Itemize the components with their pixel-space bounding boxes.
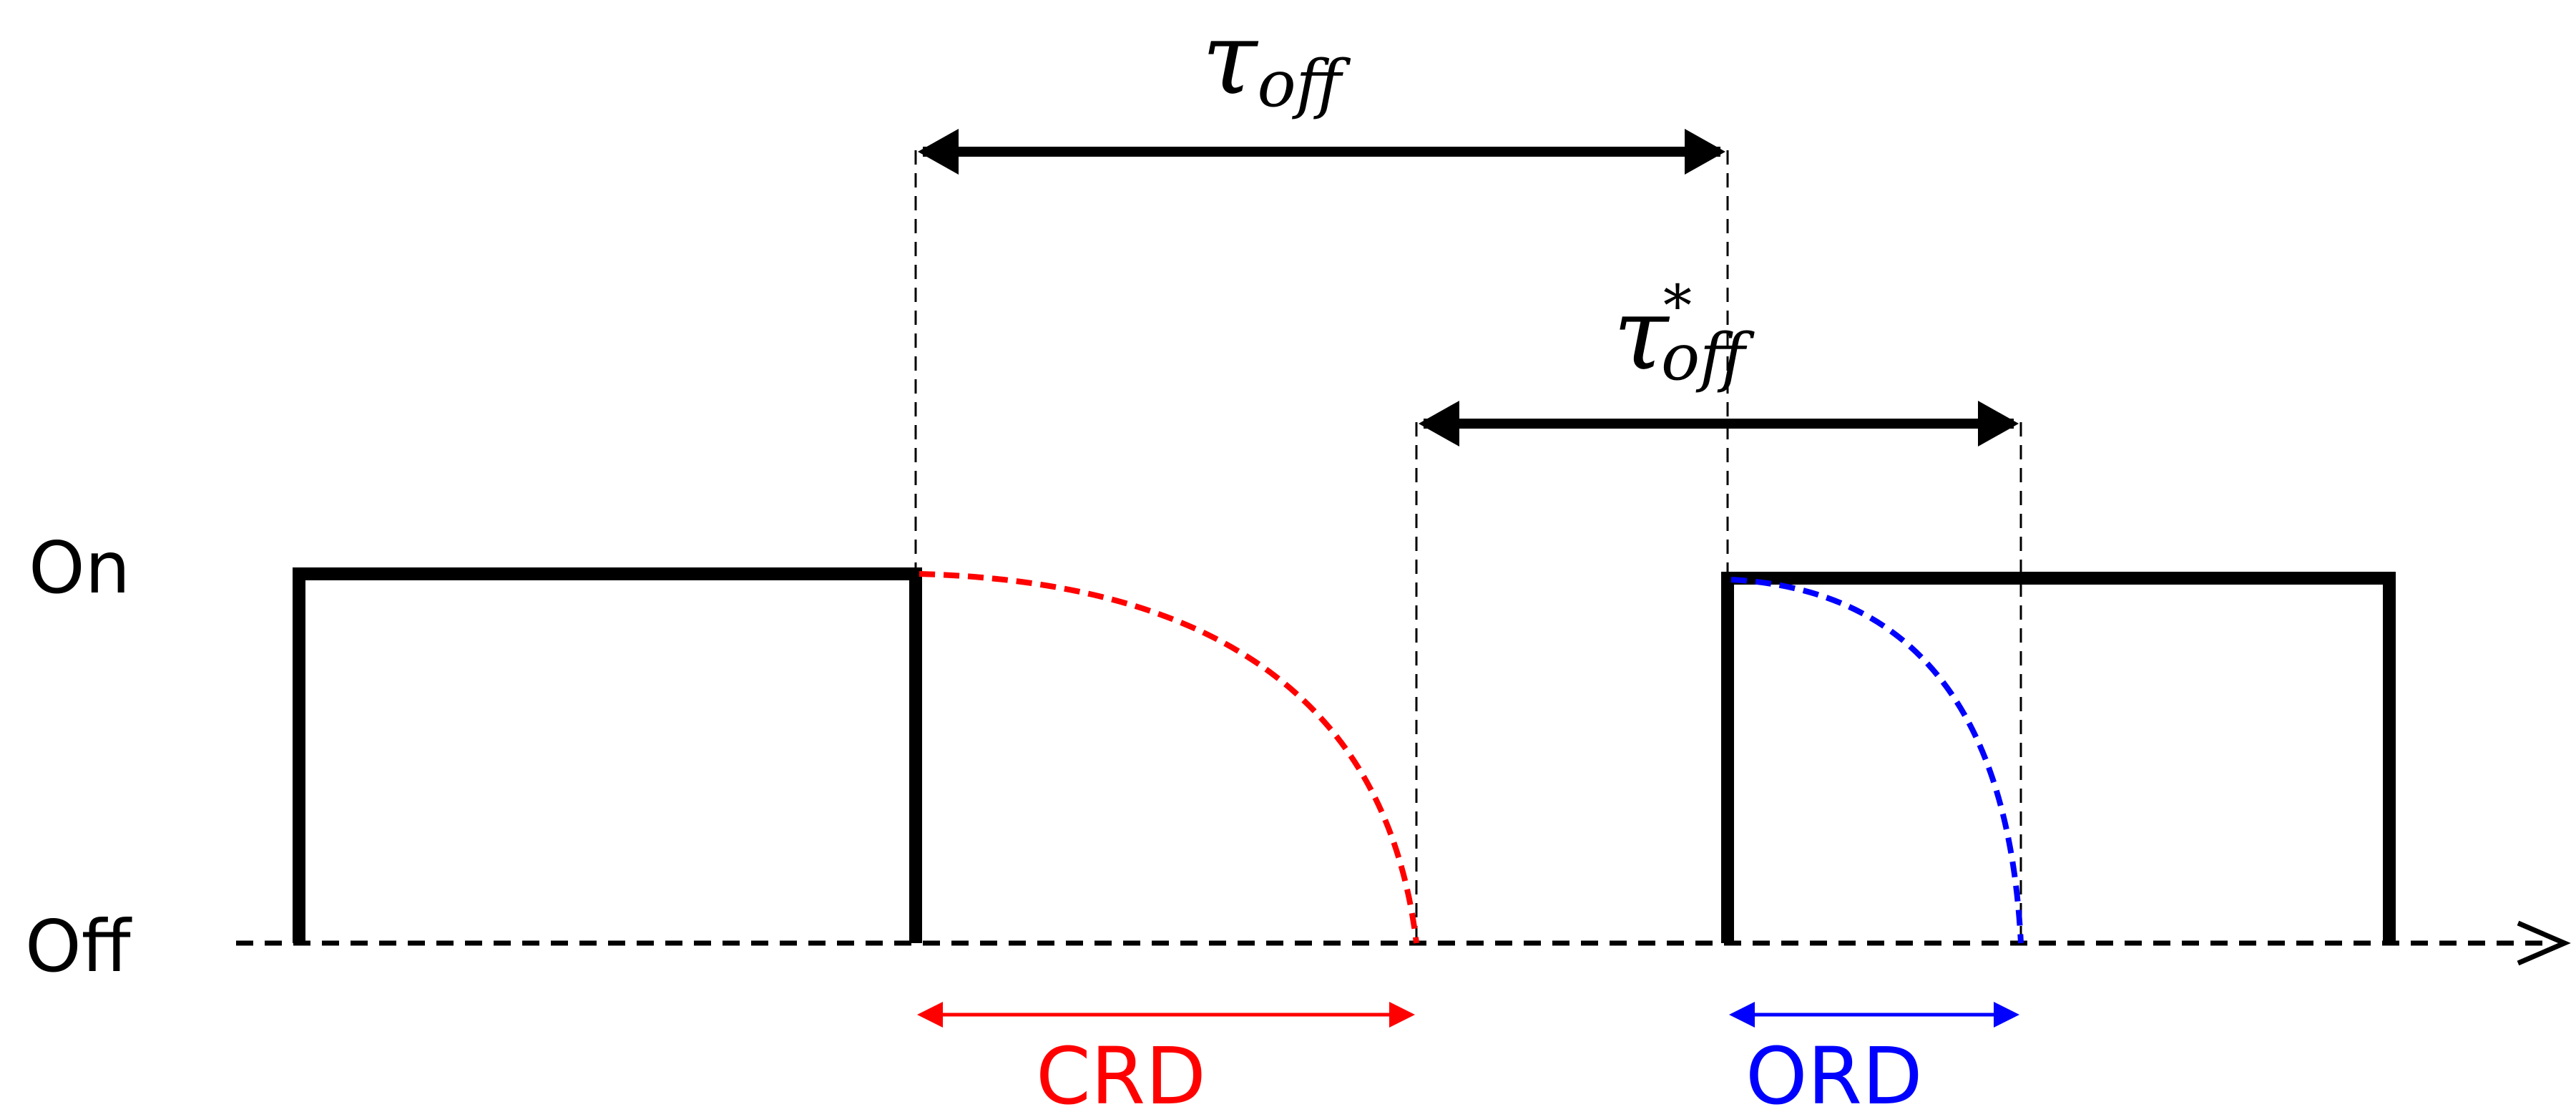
tau-off-star-arrowhead-right [1978,401,2019,447]
crd-decay-curve [919,571,1419,944]
svg-text:off: off [1661,320,1755,395]
tau-off-arrowhead-left [918,129,959,175]
tau-off-label: τoff [1202,1,1351,122]
on-state-label: On [29,526,130,610]
time-axis [236,920,2571,966]
tau-off-star-arrowhead-left [1419,401,1459,447]
off-state-label: Off [25,904,132,988]
svg-text:*: * [1663,273,1692,339]
tau-off-star-label: τ * off [1613,273,1755,395]
crd-arrowhead-left [917,1002,943,1028]
crd-label: CRD [1036,1030,1206,1117]
tau-off-arrowhead-right [1685,129,1725,175]
ord-arrowhead-right [1994,1002,2019,1028]
pulse-2 [1721,572,2396,943]
ord-label: ORD [1745,1030,1923,1117]
guide-lines [914,150,2022,943]
ord-arrowhead-left [1729,1002,1755,1028]
crd-arrowhead-right [1389,1002,1415,1028]
ord-decay-curve [1730,577,2024,944]
pulse-1 [293,567,922,943]
svg-text:τ: τ [1613,276,1670,393]
